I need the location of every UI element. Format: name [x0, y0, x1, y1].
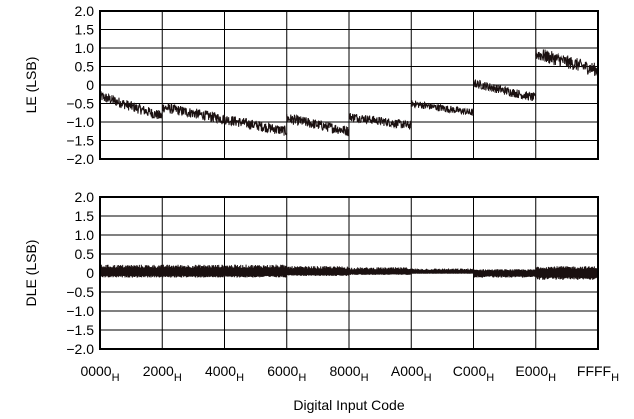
le-y-axis-title: LE (LSB): [23, 57, 39, 114]
x-tick-label: E000H: [515, 363, 556, 384]
x-axis-title: Digital Input Code: [293, 397, 405, 413]
y-tick-label: −1.0: [66, 303, 94, 319]
trace-segment: [473, 79, 537, 102]
trace-segment: [99, 264, 288, 278]
y-tick-label: 2.0: [75, 189, 95, 205]
x-tick-label: A000H: [391, 363, 432, 384]
dle-y-axis-title: DLE (LSB): [23, 240, 39, 307]
trace-segment: [348, 267, 412, 275]
le-trace: [99, 47, 599, 137]
le-plot-frame: [99, 10, 599, 160]
x-tick-label: 8000H: [329, 363, 368, 384]
le-grid: [99, 10, 599, 160]
dle-plot-frame: [99, 196, 599, 350]
x-tick-label: 0000H: [80, 363, 119, 384]
y-tick-label: 1.0: [75, 227, 95, 243]
trace-segment: [535, 266, 599, 280]
y-tick-label: −0.5: [66, 284, 94, 300]
trace-segment: [99, 91, 163, 120]
dle-x-tick-labels: 0000H 2000H 4000H 6000H 8000H A000H C000H E000H…: [80, 363, 619, 384]
y-tick-label: −1.0: [66, 114, 94, 130]
y-tick-label: 0.5: [75, 59, 95, 75]
y-tick-label: 0.5: [75, 246, 95, 262]
y-tick-label: −2.0: [66, 151, 94, 167]
y-tick-label: −2.0: [66, 341, 94, 357]
y-tick-label: 0: [86, 77, 94, 93]
y-tick-label: 2.0: [75, 3, 95, 19]
trace-segment: [286, 114, 350, 137]
trace-segment: [286, 266, 350, 277]
y-tick-label: 1.5: [75, 22, 95, 38]
dle-y-tick-labels: 2.0 1.5 1.0 0.5 0 −0.5 −1.0 −1.5 −2.0: [66, 189, 94, 357]
x-tick-label: FFFFH: [577, 363, 619, 384]
trace-segment: [410, 268, 474, 274]
dle-chart: 2.01.51.00.50−0.5−1.0−1.5−2.0 DLE (LSB) …: [23, 189, 619, 413]
y-tick-label: 0: [86, 265, 94, 281]
trace-segment: [473, 269, 537, 278]
y-tick-label: −1.5: [66, 133, 94, 149]
trace-segment: [410, 100, 474, 116]
x-tick-label: 4000H: [205, 363, 244, 384]
y-tick-label: 1.0: [75, 40, 95, 56]
dle-trace: [99, 264, 599, 280]
trace-segment: [535, 47, 599, 76]
le-y-tick-labels: 2.0 1.5 1.0 0.5 0 −0.5 −1.0 −1.5 −2.0: [66, 3, 94, 167]
x-tick-label: 6000H: [267, 363, 306, 384]
trace-segment: [162, 102, 288, 136]
trace-segment: [348, 113, 412, 130]
y-tick-label: −1.5: [66, 322, 94, 338]
x-tick-label: C000H: [453, 363, 494, 384]
y-tick-label: 1.5: [75, 208, 95, 224]
le-chart: 2.0 1.5 1.0 0.5 0 −0.5 −1.0 −1.5 −2.0 LE (LSB): [23, 3, 599, 167]
y-tick-label: −0.5: [66, 96, 94, 112]
x-tick-label: 2000H: [143, 363, 182, 384]
